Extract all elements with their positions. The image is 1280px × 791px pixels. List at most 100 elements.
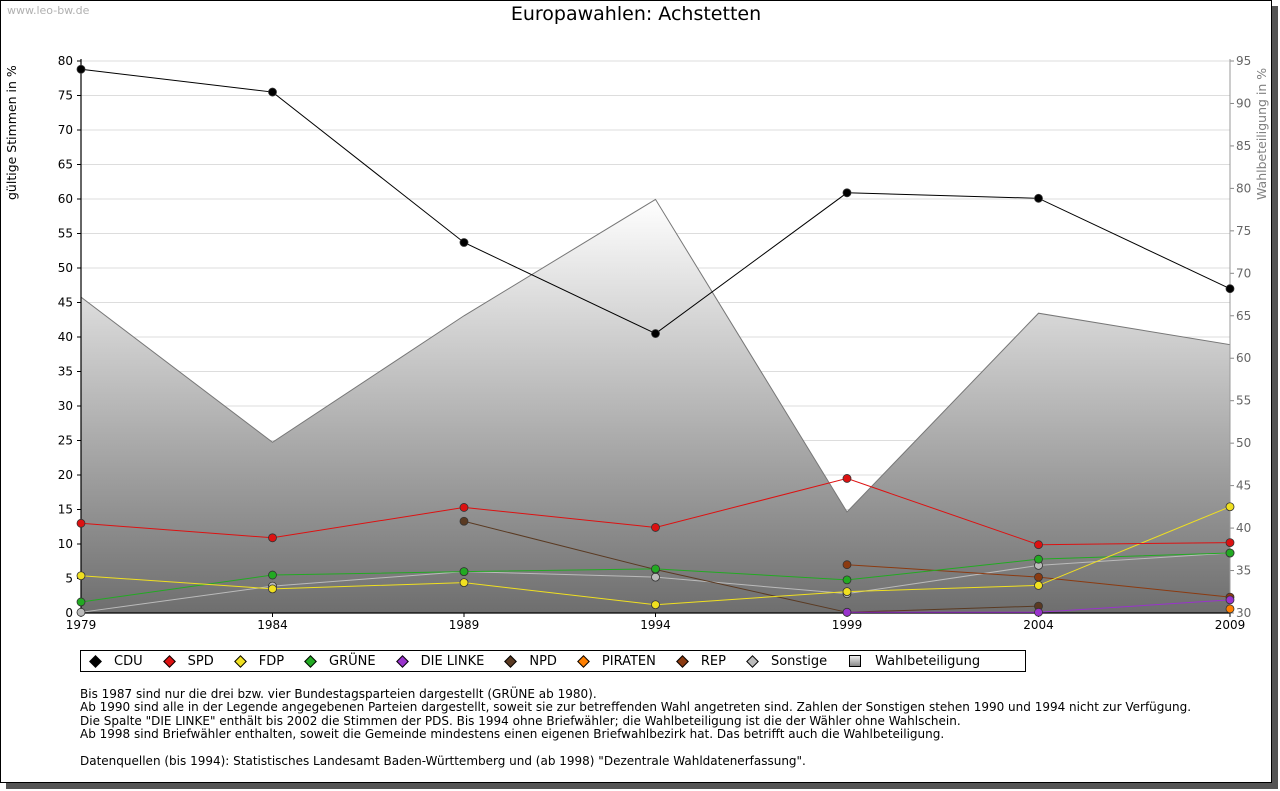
- legend-symbol: [304, 654, 317, 668]
- y2-tick-label: 35: [1236, 564, 1251, 578]
- y2-tick-label: 90: [1236, 96, 1251, 110]
- data-point-npd: [459, 516, 469, 526]
- data-point-fdp: [76, 571, 86, 581]
- y2-tick-label: 30: [1236, 606, 1251, 620]
- y-tick-label: 30: [58, 399, 73, 413]
- legend-item: GRÜNE: [304, 653, 376, 669]
- y-tick-label: 55: [58, 227, 73, 241]
- x-tick-label: 1999: [832, 618, 863, 632]
- legend-item: Sonstige: [746, 653, 828, 669]
- chart-plot: 0 5 10 15 20 25 30 35 40 45 50 55 60 65 70 75 80 30 35 40 45…: [58, 54, 1252, 632]
- x-tick-label: 1994: [640, 618, 671, 632]
- y-tick-label: 70: [58, 123, 73, 137]
- note-line: Ab 1990 sind alle in der Legende angegeb…: [80, 700, 1192, 715]
- data-point-fdp: [1225, 502, 1235, 512]
- data-point-cdu: [459, 238, 469, 247]
- data-point-rep: [1034, 572, 1043, 582]
- data-point-sonstige: [651, 572, 660, 582]
- data-source-note: Datenquellen (bis 1994): Statistisches L…: [80, 754, 806, 769]
- data-point-cdu: [651, 329, 660, 338]
- y2-tick-label: 45: [1236, 479, 1251, 493]
- legend-label: Sonstige: [770, 653, 828, 669]
- y-tick-label: 50: [58, 261, 73, 275]
- y2-tick-label: 65: [1236, 309, 1251, 323]
- y-tick-label: 0: [65, 606, 73, 620]
- legend-label: DIE LINKE: [420, 653, 485, 669]
- legend-symbol: [89, 654, 102, 668]
- data-point-sonstige: [76, 607, 86, 617]
- data-point-spd: [1034, 540, 1043, 550]
- x-tick-label: 1984: [257, 618, 288, 632]
- legend-label: NPD: [529, 653, 557, 669]
- y-tick-label: 75: [58, 89, 73, 103]
- x-tick-label: 1979: [66, 618, 97, 632]
- chart-notes: Bis 1987 sind nur die drei bzw. vier Bun…: [80, 687, 1192, 769]
- legend-item: SPD: [162, 653, 214, 669]
- x-tick-label: 1989: [449, 618, 480, 632]
- y2-tick-label: 85: [1236, 139, 1251, 153]
- note-line: Die Spalte "DIE LINKE" enthält bis 2002 …: [80, 713, 961, 728]
- data-point-spd: [1225, 538, 1235, 548]
- legend-label: Wahlbeteiligung: [875, 653, 981, 669]
- legend-symbol: [676, 654, 689, 668]
- legend-label: CDU: [114, 653, 143, 669]
- legend-symbol: [746, 654, 759, 668]
- y-tick-label: 60: [58, 192, 73, 206]
- legend-label: FDP: [258, 653, 285, 669]
- y-tick-label: 15: [58, 503, 73, 517]
- legend-symbol: [233, 654, 247, 668]
- y2-tick-label: 75: [1236, 224, 1251, 238]
- legend-symbol: [162, 654, 176, 668]
- y-tick-label: 80: [58, 54, 73, 68]
- legend-item: Wahlbeteiligung: [849, 654, 980, 669]
- data-point-grüne: [1225, 548, 1235, 558]
- y-tick-label: 45: [58, 296, 73, 310]
- note-line: Ab 1998 sind Briefwähler enthalten, sowe…: [80, 727, 945, 742]
- y2-tick-label: 80: [1236, 181, 1251, 195]
- y-tick-label: 65: [58, 158, 73, 172]
- y2-tick-label: 50: [1236, 436, 1251, 450]
- data-point-grüne: [459, 567, 469, 576]
- legend-symbol: [577, 654, 590, 668]
- data-point-spd: [842, 474, 852, 483]
- y2-tick-label: 95: [1236, 54, 1251, 68]
- data-point-grüne: [651, 564, 660, 574]
- legend-symbol: [504, 654, 518, 668]
- y-tick-label: 20: [58, 468, 73, 482]
- y2-tick-label: 70: [1236, 266, 1251, 280]
- y-tick-label: 5: [65, 572, 73, 586]
- data-point-grüne: [1034, 554, 1043, 564]
- legend-label: SPD: [187, 653, 214, 669]
- chart-legend: CDU SPD FDP GRÜNE DIE LINKE NPD PIRATEN REP Sons…: [80, 650, 1026, 672]
- legend-item: REP: [676, 653, 726, 669]
- x-tick-label: 2009: [1215, 618, 1246, 632]
- data-point-cdu: [268, 87, 277, 97]
- y-tick-label: 25: [58, 434, 73, 448]
- y-tick-label: 10: [58, 537, 73, 551]
- frame-shadow-right: [1272, 6, 1278, 789]
- y-tick-label: 35: [58, 365, 73, 379]
- data-point-cdu: [1034, 193, 1043, 203]
- legend-item: FDP: [233, 653, 285, 669]
- legend-label: REP: [700, 653, 726, 669]
- data-point-rep: [842, 560, 852, 570]
- data-point-cdu: [842, 188, 852, 198]
- data-point-grüne: [268, 570, 277, 580]
- note-line: Bis 1987 sind nur die drei bzw. vier Bun…: [80, 687, 597, 701]
- legend-item: PIRATEN: [577, 653, 656, 669]
- data-point-fdp: [268, 584, 277, 594]
- legend-label: GRÜNE: [329, 653, 376, 669]
- data-point-die-linke: [842, 607, 852, 617]
- data-point-spd: [651, 523, 660, 532]
- data-point-cdu: [1225, 284, 1235, 294]
- legend-label: PIRATEN: [601, 653, 656, 669]
- y-tick-label: 40: [58, 330, 73, 344]
- data-point-spd: [268, 533, 277, 543]
- y2-tick-label: 60: [1236, 351, 1251, 365]
- data-point-grüne: [76, 597, 86, 607]
- legend-item: NPD: [504, 653, 557, 669]
- data-point-die-linke: [1034, 607, 1043, 617]
- y2-tick-label: 55: [1236, 394, 1251, 408]
- frame-shadow-bottom: [6, 783, 1278, 789]
- data-point-fdp: [651, 600, 660, 610]
